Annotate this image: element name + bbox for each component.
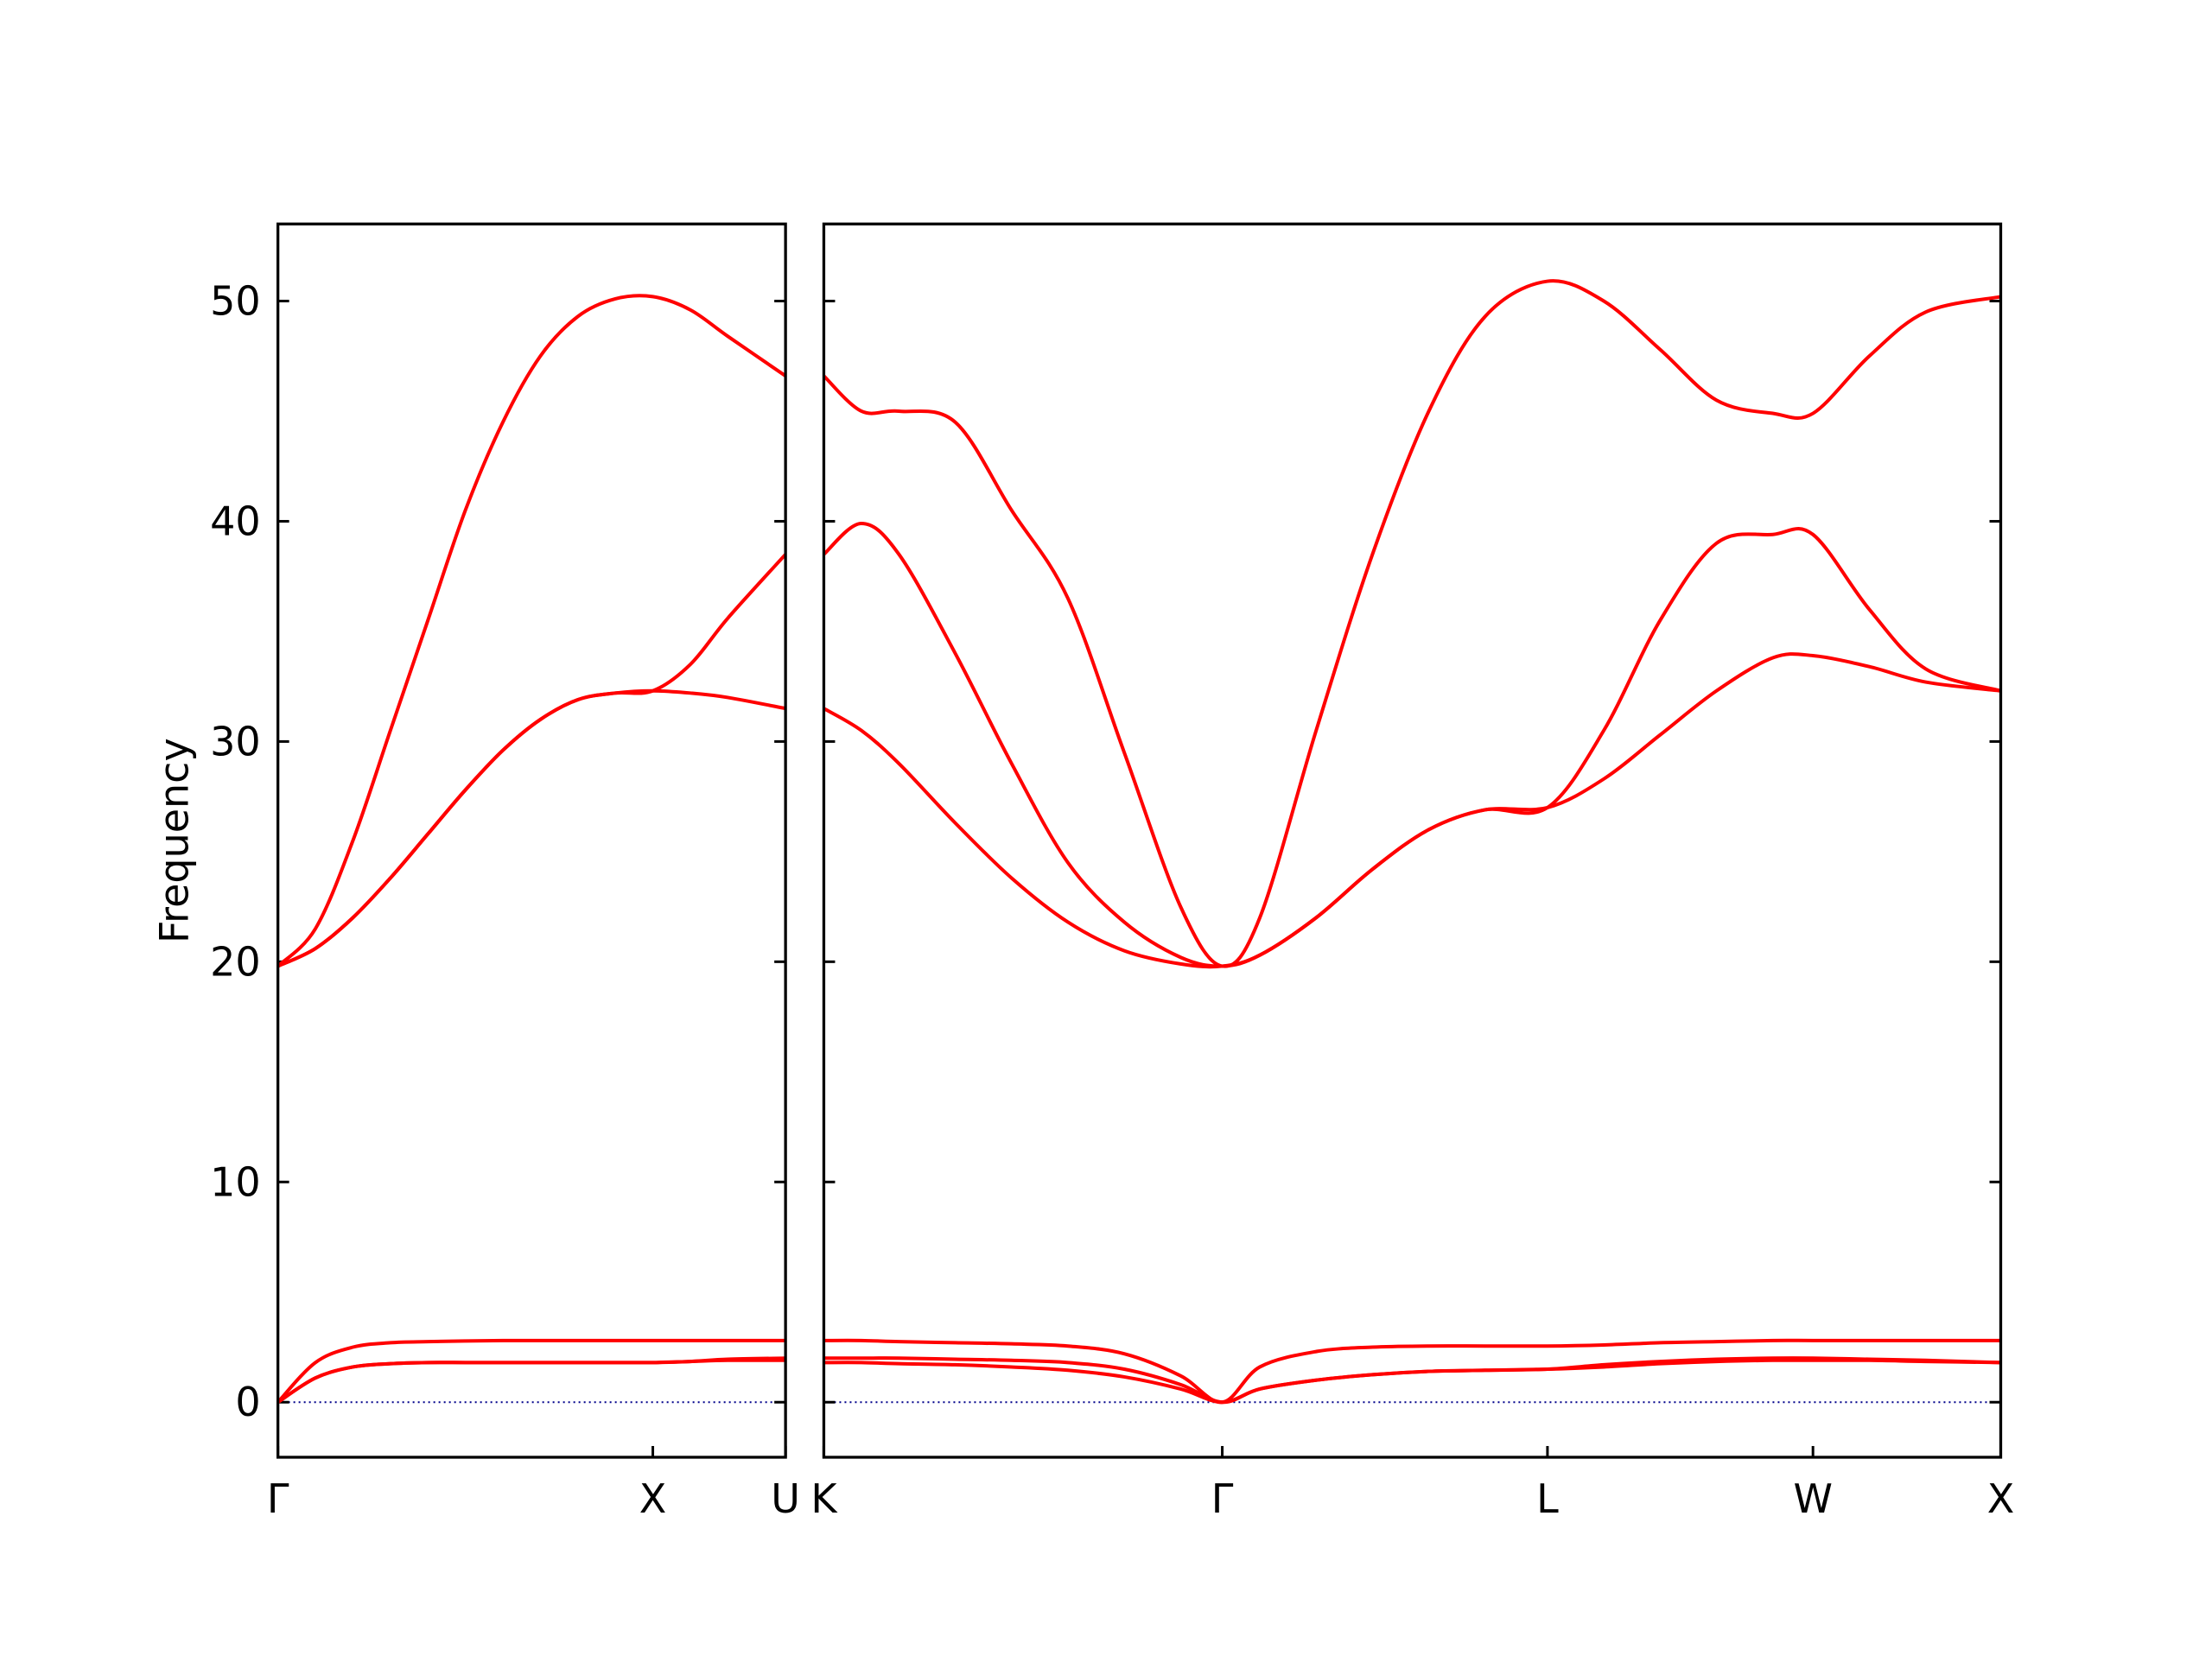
x-tick-label: K <box>810 1475 838 1522</box>
band-line <box>276 294 787 967</box>
band-line <box>276 1358 786 1404</box>
band-line <box>823 522 2002 968</box>
x-tick-label: Γ <box>267 1475 289 1522</box>
x-tick-label: L <box>1536 1475 1559 1522</box>
y-tick-label: 50 <box>210 278 261 325</box>
axes-frame <box>276 222 787 1459</box>
band-line <box>823 1338 2001 1405</box>
axes-frame <box>822 222 2003 1459</box>
y-tick-label: 40 <box>210 498 261 544</box>
y-tick-label: 30 <box>210 718 261 764</box>
x-tick-label: X <box>1987 1475 2015 1522</box>
band-line <box>823 1358 2001 1405</box>
band-line <box>823 652 2001 969</box>
y-axis-label: Frequency <box>151 738 198 943</box>
x-tick-label: X <box>639 1475 667 1522</box>
band-line <box>276 688 786 968</box>
y-tick-label: 0 <box>235 1379 260 1425</box>
band-line <box>823 1356 2001 1405</box>
x-tick-label: Γ <box>1211 1475 1234 1522</box>
band-line <box>823 279 2001 968</box>
x-tick-label: W <box>1793 1475 1832 1522</box>
y-tick-label: 20 <box>210 938 261 985</box>
band-line <box>276 553 787 968</box>
y-tick-label: 10 <box>210 1158 261 1205</box>
band-line <box>276 1338 786 1404</box>
band-line <box>276 1356 786 1404</box>
x-tick-label: U <box>771 1475 800 1522</box>
